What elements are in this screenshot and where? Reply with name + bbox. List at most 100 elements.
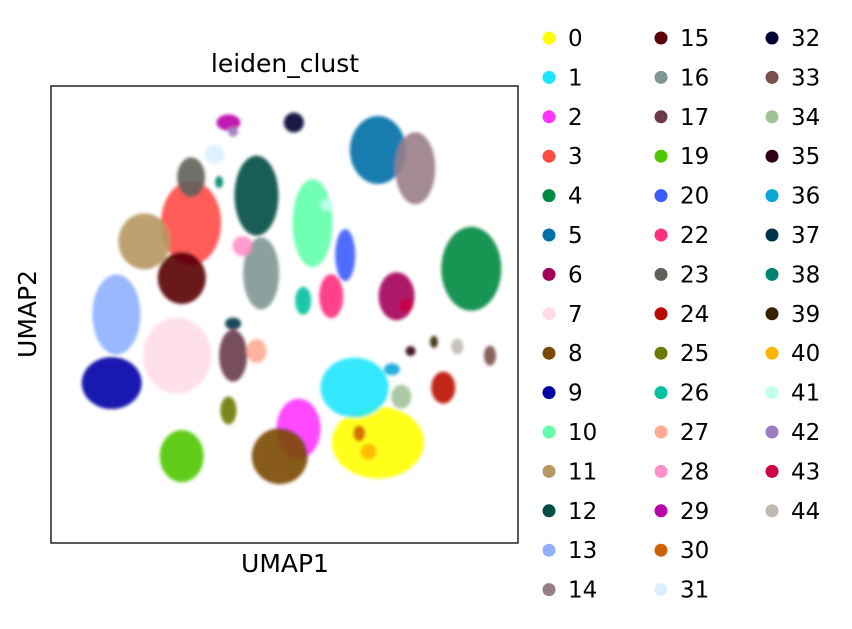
cluster-12-points (234, 155, 279, 236)
legend-label-29: 29 (680, 499, 709, 525)
legend-marker-26 (654, 386, 668, 400)
legend-marker-20 (654, 189, 668, 203)
cluster-8-points (251, 428, 308, 485)
legend-label-4: 4 (568, 184, 583, 210)
legend-label-11: 11 (568, 459, 597, 485)
y-axis-label: UMAP2 (13, 270, 42, 358)
legend-label-5: 5 (568, 223, 583, 249)
legend-label-37: 37 (791, 223, 820, 249)
legend-label-10: 10 (568, 420, 597, 446)
legend-marker-3 (542, 149, 556, 163)
legend-marker-36 (765, 189, 779, 203)
legend-label-32: 32 (791, 26, 820, 52)
cluster-37-points (225, 317, 242, 330)
legend-label-8: 8 (568, 341, 583, 367)
legend-marker-0 (542, 31, 556, 45)
legend-marker-5 (542, 228, 556, 242)
legend-label-6: 6 (568, 262, 583, 288)
legend-marker-40 (765, 346, 779, 360)
cluster-28-points (232, 235, 253, 256)
legend-label-23: 23 (680, 262, 709, 288)
legend-label-25: 25 (680, 341, 709, 367)
legend-label-38: 38 (791, 262, 820, 288)
cluster-11-points (118, 213, 171, 270)
legend-label-36: 36 (791, 184, 820, 210)
cluster-36-points (383, 363, 400, 376)
legend-marker-24 (654, 307, 668, 321)
cluster-39-points (429, 335, 438, 348)
legend-marker-27 (654, 425, 668, 439)
cluster-31-points (204, 144, 225, 165)
legend-label-34: 34 (791, 105, 820, 131)
legend-marker-12 (542, 504, 556, 518)
legend-marker-11 (542, 464, 556, 478)
legend-label-13: 13 (568, 538, 597, 564)
cluster-layer (81, 112, 502, 485)
legend-marker-8 (542, 346, 556, 360)
legend-label-31: 31 (680, 578, 709, 604)
legend-label-44: 44 (791, 499, 820, 525)
legend-marker-19 (654, 149, 668, 163)
cluster-29-points (216, 114, 241, 131)
cluster-26-points (295, 286, 312, 315)
cluster-0-points (331, 406, 424, 479)
legend-marker-1 (542, 70, 556, 84)
cluster-22-points (319, 274, 344, 319)
legend-label-2: 2 (568, 105, 583, 131)
legend-label-27: 27 (680, 420, 709, 446)
legend-marker-32 (765, 31, 779, 45)
cluster-14-points (395, 132, 436, 205)
legend-marker-14 (542, 583, 556, 597)
cluster-20-points (335, 229, 356, 282)
legend-label-9: 9 (568, 381, 583, 407)
legend-marker-15 (654, 31, 668, 45)
legend-marker-7 (542, 307, 556, 321)
legend-label-28: 28 (680, 459, 709, 485)
legend-marker-35 (765, 149, 779, 163)
legend-marker-41 (765, 386, 779, 400)
legend-marker-33 (765, 70, 779, 84)
legend-label-12: 12 (568, 499, 597, 525)
cluster-42-points (228, 126, 239, 137)
legend-label-3: 3 (568, 144, 583, 170)
cluster-4-points (441, 226, 502, 311)
cluster-9-points (81, 357, 142, 410)
legend-marker-37 (765, 228, 779, 242)
cluster-7-points (143, 317, 212, 394)
legend-label-20: 20 (680, 184, 709, 210)
cluster-17-points (219, 329, 248, 382)
legend-label-39: 39 (791, 302, 820, 328)
legend-marker-44 (765, 504, 779, 518)
legend-marker-6 (542, 267, 556, 281)
legend-marker-31 (654, 583, 668, 597)
cluster-1-points (320, 357, 389, 418)
cluster-44-points (451, 338, 464, 355)
x-axis-label: UMAP1 (241, 549, 329, 578)
legend-label-30: 30 (680, 538, 709, 564)
legend-label-43: 43 (791, 459, 820, 485)
legend-label-41: 41 (791, 381, 820, 407)
cluster-10-points (292, 179, 333, 268)
legend-marker-17 (654, 110, 668, 124)
legend-marker-29 (654, 504, 668, 518)
cluster-6-points (378, 272, 415, 321)
legend-marker-9 (542, 386, 556, 400)
legend-marker-22 (654, 228, 668, 242)
legend-marker-4 (542, 189, 556, 203)
legend-marker-2 (542, 110, 556, 124)
cluster-27-points (246, 339, 267, 364)
legend-label-33: 33 (791, 65, 820, 91)
cluster-38-points (215, 175, 224, 188)
cluster-5-points (349, 115, 406, 184)
legend-marker-42 (765, 425, 779, 439)
legend-marker-16 (654, 70, 668, 84)
cluster-3-points (161, 181, 222, 266)
cluster-15-points (157, 251, 206, 304)
legend-marker-13 (542, 543, 556, 557)
cluster-25-points (220, 396, 237, 425)
legend-marker-25 (654, 346, 668, 360)
legend: 0123456789101112131415161719202223242526… (542, 26, 820, 604)
cluster-32-points (283, 112, 304, 133)
legend-label-15: 15 (680, 26, 709, 52)
